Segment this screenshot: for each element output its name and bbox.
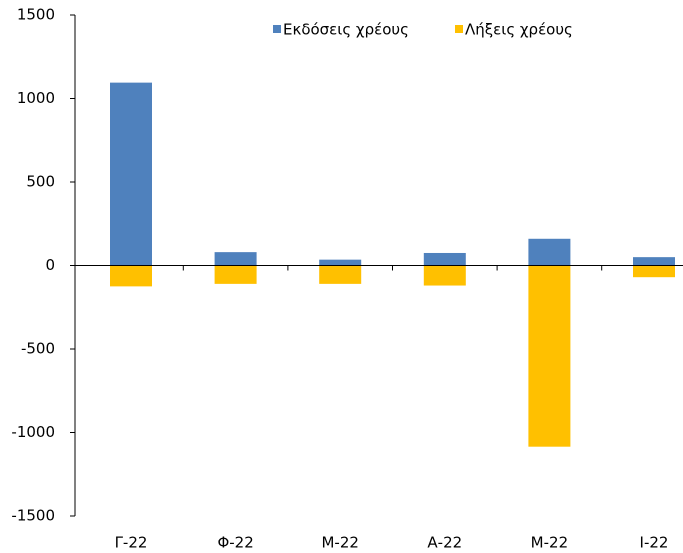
y-tick-label: -500 — [21, 340, 55, 358]
bar — [633, 257, 675, 266]
x-tick-label: Γ-22 — [115, 534, 148, 552]
bar — [110, 82, 152, 266]
y-tick-label: 1500 — [17, 6, 55, 24]
bar — [214, 252, 257, 266]
bar — [528, 265, 571, 447]
legend-label: Εκδόσεις χρέους — [283, 21, 409, 39]
x-tick-label: Ι-22 — [640, 534, 669, 552]
legend-swatch — [273, 25, 281, 33]
y-tick-label: -1500 — [11, 507, 55, 525]
x-tick-label: Α-22 — [427, 534, 462, 552]
y-tick-label: -1000 — [11, 423, 55, 441]
bar — [423, 265, 466, 286]
bar — [319, 259, 362, 266]
bar — [110, 265, 152, 287]
y-tick-label: 0 — [45, 256, 55, 274]
legend-label: Λήξεις χρέους — [465, 21, 573, 39]
bar — [423, 252, 466, 266]
bar — [214, 265, 257, 284]
legend-swatch — [455, 25, 463, 33]
x-tick-label: Φ-22 — [217, 534, 253, 552]
y-tick-label: 500 — [26, 173, 55, 191]
bar — [528, 238, 571, 266]
x-tick-label: Μ-22 — [321, 534, 358, 552]
x-tick-label: Μ-22 — [531, 534, 568, 552]
bar — [319, 265, 362, 284]
y-tick-label: 1000 — [17, 89, 55, 107]
bar — [633, 265, 675, 278]
